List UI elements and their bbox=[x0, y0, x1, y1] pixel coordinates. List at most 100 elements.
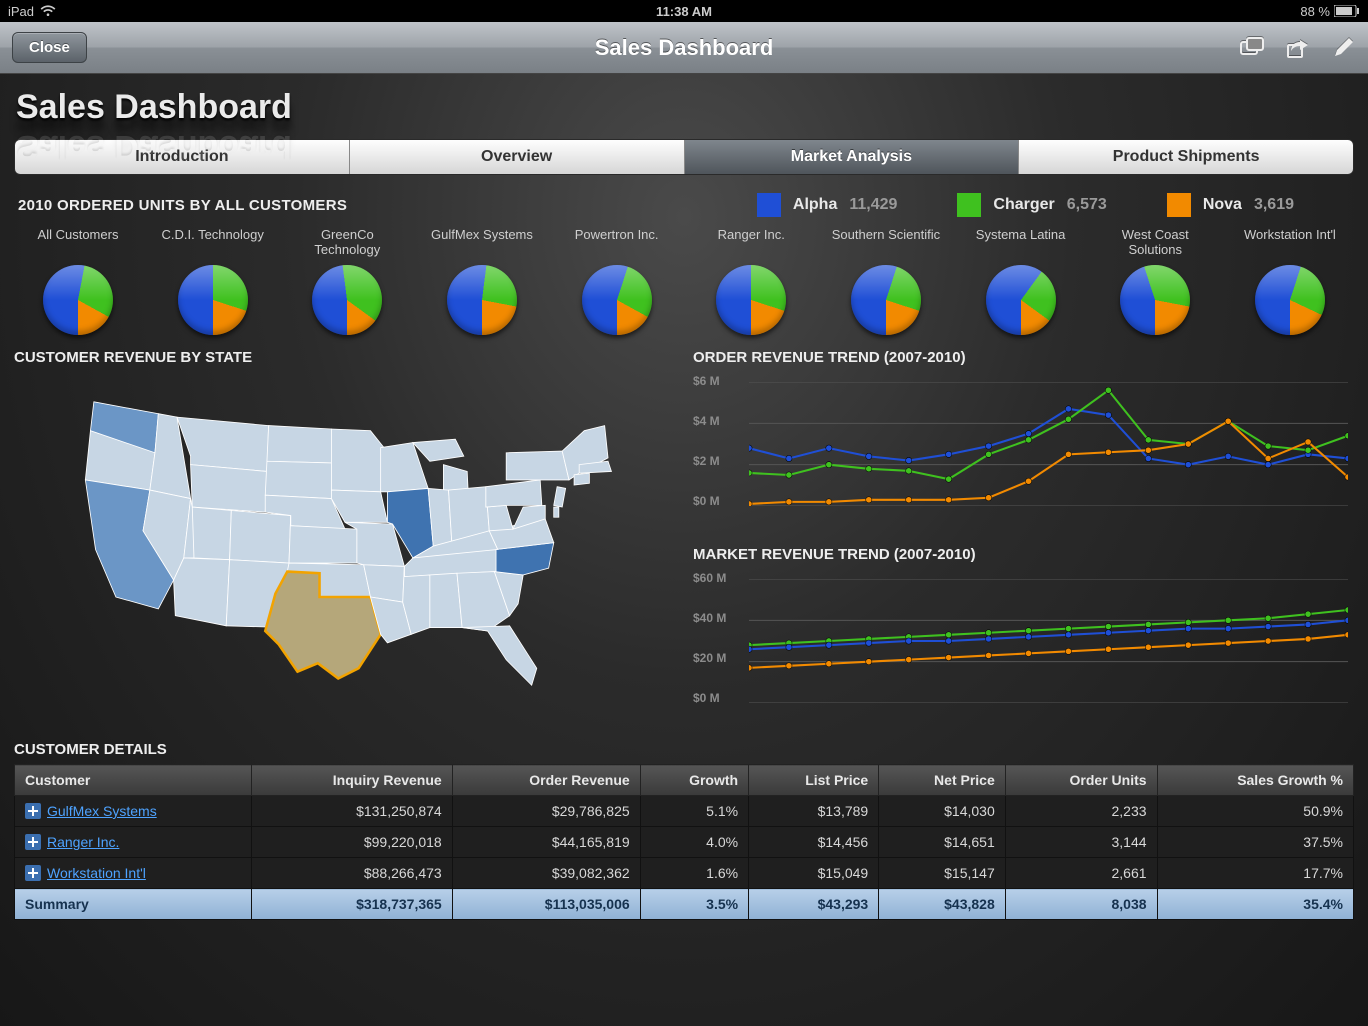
pie-chart bbox=[43, 265, 113, 335]
legend-swatch bbox=[1167, 193, 1191, 217]
col-header[interactable]: Sales Growth % bbox=[1157, 765, 1353, 796]
col-header[interactable]: Growth bbox=[640, 765, 748, 796]
cell: 50.9% bbox=[1157, 796, 1353, 827]
cell: $14,456 bbox=[749, 827, 879, 858]
customer-pie[interactable]: Powertron Inc. bbox=[557, 227, 677, 335]
pie-chart bbox=[851, 265, 921, 335]
y-axis-label: $2 M bbox=[693, 454, 720, 468]
customer-pie[interactable]: Systema Latina bbox=[961, 227, 1081, 335]
customer-pie[interactable]: Workstation Int'l bbox=[1230, 227, 1350, 335]
pie-chart bbox=[1120, 265, 1190, 335]
cell: $14,651 bbox=[879, 827, 1006, 858]
tab-overview[interactable]: Overview bbox=[350, 140, 685, 174]
pie-chart bbox=[582, 265, 652, 335]
legend-value: 6,573 bbox=[1067, 196, 1107, 214]
summary-cell: 35.4% bbox=[1157, 889, 1353, 920]
cell: $29,786,825 bbox=[452, 796, 640, 827]
market-revenue-chart[interactable]: $0 M$20 M$40 M$60 M bbox=[693, 573, 1354, 723]
windows-icon[interactable] bbox=[1240, 37, 1266, 59]
customer-pie[interactable]: West Coast Solutions bbox=[1095, 227, 1215, 335]
customer-pie-label: C.D.I. Technology bbox=[153, 227, 273, 261]
tab-product-shipments[interactable]: Product Shipments bbox=[1019, 140, 1353, 174]
state-mi_u[interactable] bbox=[412, 439, 463, 461]
tab-introduction[interactable]: Introduction bbox=[15, 140, 350, 174]
state-fl[interactable] bbox=[462, 626, 537, 685]
expand-icon[interactable] bbox=[25, 865, 41, 881]
col-header[interactable]: Inquiry Revenue bbox=[251, 765, 452, 796]
nav-bar: Close Sales Dashboard bbox=[0, 22, 1368, 74]
order-trend-title: ORDER REVENUE TREND (2007-2010) bbox=[693, 349, 1354, 366]
customer-pie-label: All Customers bbox=[18, 227, 138, 261]
ipad-status-bar: iPad 11:38 AM 88 % bbox=[0, 0, 1368, 22]
expand-icon[interactable] bbox=[25, 803, 41, 819]
cell: 5.1% bbox=[640, 796, 748, 827]
cell: 4.0% bbox=[640, 827, 748, 858]
legend-swatch bbox=[757, 193, 781, 217]
state-de[interactable] bbox=[553, 507, 558, 517]
state-nd[interactable] bbox=[266, 426, 330, 463]
customer-pie[interactable]: GulfMex Systems bbox=[422, 227, 542, 335]
us-map[interactable] bbox=[14, 376, 675, 706]
pie-chart bbox=[312, 265, 382, 335]
share-icon[interactable] bbox=[1286, 37, 1312, 59]
summary-cell: $43,828 bbox=[879, 889, 1006, 920]
device-label: iPad bbox=[8, 4, 34, 19]
close-button[interactable]: Close bbox=[12, 32, 87, 63]
col-header[interactable]: Order Revenue bbox=[452, 765, 640, 796]
state-ct[interactable] bbox=[574, 473, 589, 485]
state-co[interactable] bbox=[229, 510, 290, 563]
col-header[interactable]: List Price bbox=[749, 765, 879, 796]
summary-cell: 3.5% bbox=[640, 889, 748, 920]
battery-pct: 88 % bbox=[1300, 4, 1330, 19]
y-axis-label: $40 M bbox=[693, 611, 726, 625]
page-heading: Sales Dashboard bbox=[16, 88, 292, 127]
customer-pie-label: Ranger Inc. bbox=[691, 227, 811, 261]
state-al[interactable] bbox=[429, 573, 461, 627]
customer-pie-label: Southern Scientific bbox=[826, 227, 946, 261]
expand-icon[interactable] bbox=[25, 834, 41, 850]
y-axis-label: $4 M bbox=[693, 414, 720, 428]
tab-market-analysis[interactable]: Market Analysis bbox=[685, 140, 1020, 174]
edit-icon[interactable] bbox=[1332, 37, 1356, 59]
dashboard-body: Sales Dashboard IntroductionOverviewMark… bbox=[0, 74, 1368, 1026]
state-mn[interactable] bbox=[331, 429, 384, 492]
customer-pie[interactable]: GreenCo Technology bbox=[287, 227, 407, 335]
cell: $88,266,473 bbox=[251, 858, 452, 889]
legend-label: Charger bbox=[993, 196, 1054, 214]
customer-link[interactable]: Ranger Inc. bbox=[47, 834, 119, 850]
table-row: Workstation Int'l$88,266,473$39,082,3621… bbox=[15, 858, 1354, 889]
state-wy[interactable] bbox=[190, 465, 266, 513]
pie-chart bbox=[986, 265, 1056, 335]
state-mt[interactable] bbox=[177, 417, 269, 471]
customer-link[interactable]: GulfMex Systems bbox=[47, 803, 157, 819]
customer-link[interactable]: Workstation Int'l bbox=[47, 865, 146, 881]
customer-pie-label: Systema Latina bbox=[961, 227, 1081, 261]
state-az[interactable] bbox=[173, 558, 229, 626]
pie-chart bbox=[447, 265, 517, 335]
state-nj[interactable] bbox=[553, 487, 565, 507]
ordered-units-title: 2010 ORDERED UNITS BY ALL CUSTOMERS bbox=[18, 197, 347, 214]
state-pa[interactable] bbox=[485, 480, 541, 507]
cell: 17.7% bbox=[1157, 858, 1353, 889]
customer-pie[interactable]: Southern Scientific bbox=[826, 227, 946, 335]
customer-pie[interactable]: Ranger Inc. bbox=[691, 227, 811, 335]
battery-icon bbox=[1334, 5, 1360, 17]
col-header[interactable]: Net Price bbox=[879, 765, 1006, 796]
cell: $131,250,874 bbox=[251, 796, 452, 827]
col-header[interactable]: Customer bbox=[15, 765, 252, 796]
col-header[interactable]: Order Units bbox=[1005, 765, 1157, 796]
customer-pie-label: Workstation Int'l bbox=[1230, 227, 1350, 261]
order-revenue-chart[interactable]: $0 M$2 M$4 M$6 M bbox=[693, 376, 1354, 526]
y-axis-label: $0 M bbox=[693, 691, 720, 705]
cell: 3,144 bbox=[1005, 827, 1157, 858]
pie-chart bbox=[1255, 265, 1325, 335]
legend-value: 11,429 bbox=[849, 196, 897, 214]
customer-details-table: CustomerInquiry RevenueOrder RevenueGrow… bbox=[14, 764, 1354, 920]
customer-pie[interactable]: All Customers bbox=[18, 227, 138, 335]
summary-cell: $318,737,365 bbox=[251, 889, 452, 920]
legend-item-charger: Charger 6,573 bbox=[957, 193, 1106, 217]
customer-pie[interactable]: C.D.I. Technology bbox=[153, 227, 273, 335]
summary-label: Summary bbox=[15, 889, 252, 920]
state-sd[interactable] bbox=[265, 461, 331, 498]
state-ny[interactable] bbox=[506, 451, 569, 480]
